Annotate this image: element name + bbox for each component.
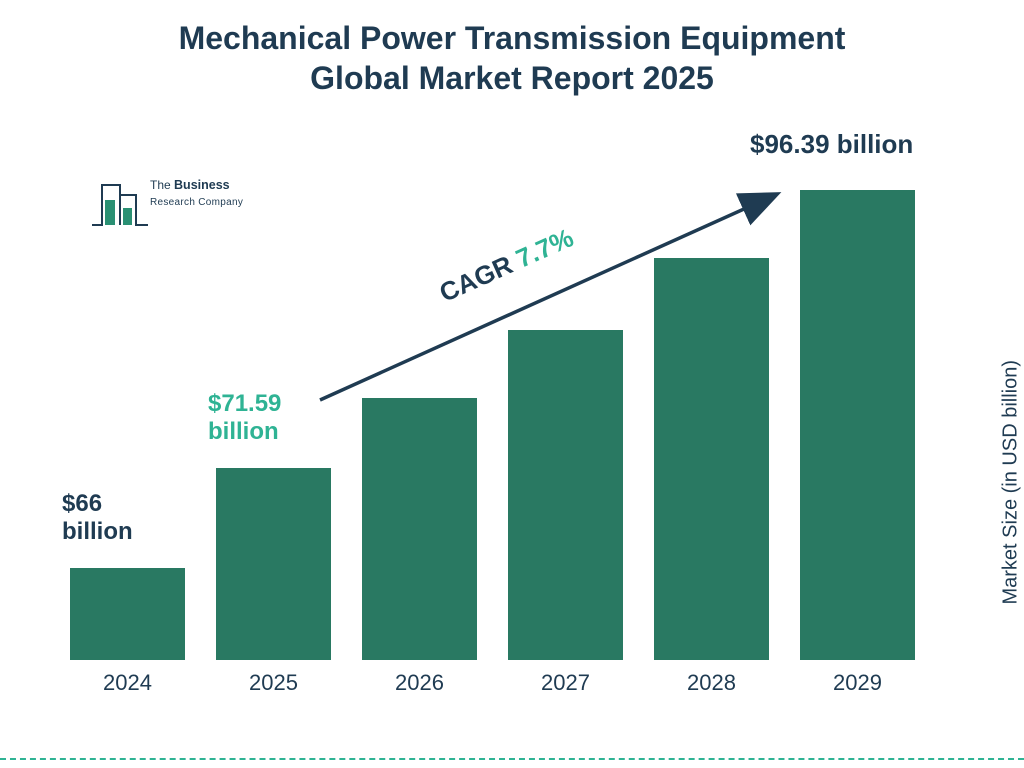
company-logo-text: The Business Research Company	[150, 178, 243, 209]
bar-2026	[362, 398, 477, 660]
footer-divider	[0, 758, 1024, 760]
bar-2029	[800, 190, 915, 660]
bar-chart: 2024 2025 2026 2027 2028 2029	[60, 260, 940, 700]
bar-2027	[508, 330, 623, 660]
chart-title-line1: Mechanical Power Transmission Equipment	[0, 18, 1024, 58]
xlabel-2024: 2024	[70, 670, 185, 696]
xlabel-2026: 2026	[362, 670, 477, 696]
xlabel-2029: 2029	[800, 670, 915, 696]
chart-title: Mechanical Power Transmission Equipment …	[0, 18, 1024, 98]
logo-text-line2: Business	[174, 178, 230, 192]
bars-container	[60, 260, 940, 660]
xlabel-2025: 2025	[216, 670, 331, 696]
xlabel-2027: 2027	[508, 670, 623, 696]
value-label-2029: $96.39 billion	[750, 130, 913, 160]
xlabel-2028: 2028	[654, 670, 769, 696]
logo-text-line1: The	[150, 178, 171, 192]
y-axis-label: Market Size (in USD billion)	[1000, 360, 1023, 605]
bar-2024	[70, 568, 185, 660]
bar-2025	[216, 468, 331, 660]
x-axis-labels: 2024 2025 2026 2027 2028 2029	[60, 660, 940, 700]
bar-2028	[654, 258, 769, 660]
logo-text-line3: Research Company	[150, 197, 243, 208]
chart-title-line2: Global Market Report 2025	[0, 58, 1024, 98]
